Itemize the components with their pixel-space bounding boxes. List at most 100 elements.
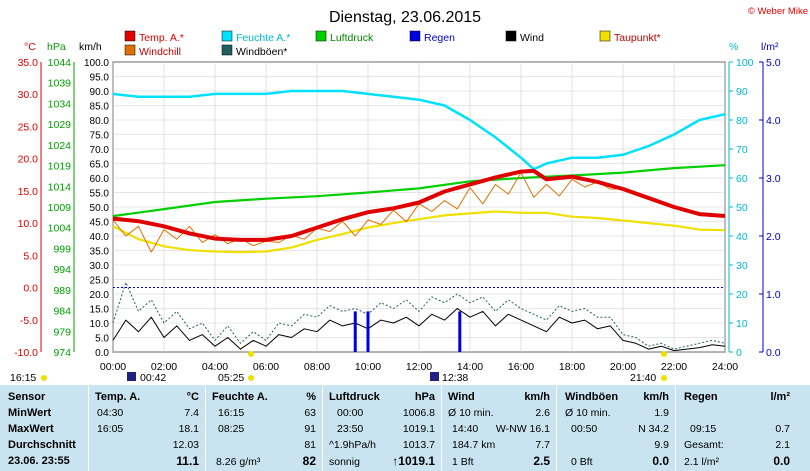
kmh-tick-label: 15.0 [90, 305, 110, 316]
pct-tick-label: 90 [736, 86, 748, 98]
wind-header: Wind [448, 391, 475, 403]
luftdruck-trend: ^1.9hPa/h [329, 439, 376, 451]
moon-icon [127, 372, 136, 381]
legend-label: Feuchte A.* [236, 32, 290, 44]
temp-tick-label: -5.0 [20, 315, 38, 327]
rain-bar [458, 311, 462, 352]
luftdruck-unit: hPa [414, 391, 435, 403]
legend-swatch [315, 30, 327, 42]
x-tick-label: 24:00 [712, 361, 738, 373]
regen-max-time: 09:15 [690, 423, 717, 435]
feuchte-avg: 81 [304, 439, 316, 451]
temp-avg: 12.03 [172, 439, 199, 451]
luftdruck-max-time: 23:50 [337, 423, 364, 435]
legend-swatch [409, 30, 421, 42]
wind-bft: 1 Bft [452, 456, 474, 468]
wind-max: W-NW 16.1 [495, 423, 550, 435]
hpa-tick-label: 984 [53, 306, 71, 318]
kmh-tick-label: 75.0 [90, 131, 110, 142]
legend-label: Windböen* [236, 46, 287, 58]
kmh-axis-label: km/h [79, 41, 102, 53]
kmh-tick-label: 30.0 [90, 261, 110, 272]
pct-tick-label: 60 [736, 173, 748, 185]
hpa-tick-label: 979 [53, 326, 71, 338]
regen-total-label: Gesamt: [684, 439, 724, 451]
kmh-tick-label: 45.0 [90, 218, 110, 229]
series-luftdruck [112, 164, 726, 218]
wind-max-time: 14:40 [452, 423, 479, 435]
separator [88, 385, 89, 471]
series-wind [112, 308, 726, 352]
windboen-r1: 1.9 [654, 407, 669, 419]
sunrise-label: 05:25 [218, 372, 244, 384]
kmh-tick-label: 90.0 [90, 87, 110, 98]
legend-swatch [124, 44, 136, 56]
feuchte-abs: 8.26 g/m³ [216, 456, 261, 468]
temp-tick-label: 5.0 [23, 250, 38, 262]
temp-header: Temp. A. [95, 391, 141, 403]
sunset-label: 21:40 [630, 372, 656, 384]
label-now: 23.06. 23:55 [8, 455, 70, 467]
temp-tick-label: 15.0 [18, 186, 39, 198]
x-tick-label: 20:00 [610, 361, 636, 373]
label-avg: Durchschnitt [8, 439, 76, 451]
luftdruck-header: Luftdruck [329, 391, 380, 403]
legend-label: Luftdruck [330, 32, 374, 44]
pct-tick-label: 50 [736, 202, 748, 214]
kmh-tick-label: 60.0 [90, 174, 110, 185]
summary-table: Sensor MinWert MaxWert Durchschnitt 23.0… [0, 385, 810, 471]
table-col-luftdruck: Luftdruck hPa 00:00 1006.8 23:50 1019.1 … [323, 385, 441, 471]
temp-tick-label: 20.0 [18, 154, 39, 166]
feuchte-min: 63 [304, 407, 316, 419]
regen-now: 0.0 [773, 454, 790, 468]
table-col-regen: Regen l/m² 09:15 0.7 Gesamt: 2.1 2.1 l/m… [676, 385, 796, 471]
windboen-max: N 34.2 [638, 423, 669, 435]
feuchte-header: Feuchte A. [212, 391, 268, 403]
weather-chart: Dienstag, 23.06.2015 © Weber Mike Temp. A.… [10, 6, 808, 384]
table-col-wind: Wind km/h Ø 10 min. 2.6 14:40 W-NW 16.1 … [442, 385, 556, 471]
regen-header: Regen [684, 391, 718, 403]
kmh-tick-label: 50.0 [90, 203, 110, 214]
series-feuchte-a [112, 89, 726, 171]
x-tick-label: 10:00 [355, 361, 381, 373]
legend-swatch [124, 30, 136, 42]
windboen-header: Windböen [565, 391, 619, 403]
series-windb-en [112, 281, 726, 350]
kmh-tick-label: 10.0 [90, 319, 110, 330]
wind-run: 184.7 km [452, 439, 496, 451]
temp-axis-label: °C [24, 41, 36, 53]
luftdruck-avg: 1013.7 [402, 439, 435, 451]
temp-unit: °C [186, 391, 199, 403]
kmh-tick-label: 55.0 [90, 189, 110, 200]
luftdruck-forecast: sonnig [329, 456, 360, 468]
left-time-label: 16:15 [10, 372, 36, 384]
wind-r1: 2.6 [535, 407, 550, 419]
wind-unit: km/h [524, 391, 550, 403]
wind-r1-label: Ø 10 min. [448, 407, 494, 419]
x-tick-label: 22:00 [661, 361, 687, 373]
kmh-tick-label: 70.0 [90, 145, 110, 156]
rain-tick-label: 5.0 [766, 57, 781, 69]
series-temp-a [112, 168, 726, 242]
hpa-tick-label: 1014 [48, 181, 72, 193]
kmh-tick-label: 20.0 [90, 290, 110, 301]
hpa-tick-label: 1019 [48, 161, 72, 173]
temp-tick-label: 30.0 [18, 89, 39, 101]
legend-label: Windchill [139, 46, 181, 58]
pct-axis-label: % [729, 41, 738, 53]
x-tick-label: 18:00 [559, 361, 585, 373]
hpa-tick-label: 994 [53, 264, 71, 276]
x-tick-label: 08:00 [304, 361, 330, 373]
feuchte-max: 91 [304, 423, 316, 435]
pct-tick-label: 40 [736, 231, 748, 243]
pct-tick-label: 20 [736, 289, 748, 301]
hpa-tick-label: 1039 [48, 78, 72, 90]
x-tick-label: 04:00 [202, 361, 228, 373]
legend-swatch [221, 44, 233, 56]
kmh-tick-label: 95.0 [90, 73, 110, 84]
hpa-tick-label: 974 [53, 347, 71, 359]
x-tick-label: 00:00 [100, 361, 126, 373]
table-col-temp: Temp. A. °C 04:30 7.4 16:05 18.1 12.03 1… [89, 385, 205, 471]
windboen-avg: 9.9 [654, 439, 669, 451]
kmh-tick-label: 5.0 [95, 334, 109, 345]
